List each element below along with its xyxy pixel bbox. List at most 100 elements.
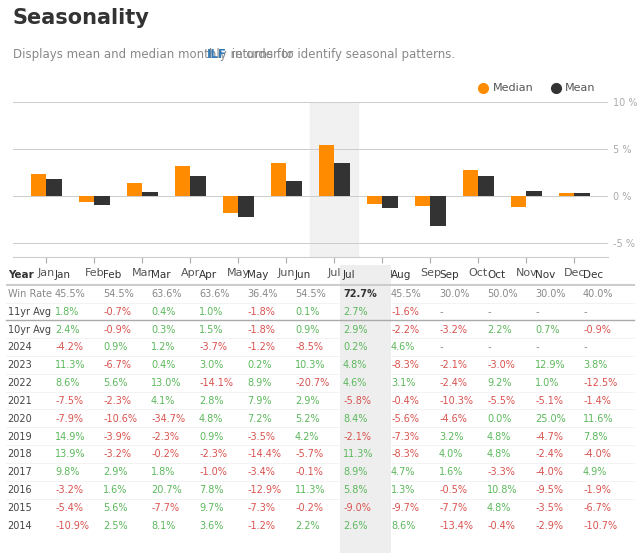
- Text: 4.1%: 4.1%: [151, 396, 175, 406]
- Text: 1.5%: 1.5%: [199, 325, 223, 335]
- Text: Mean: Mean: [565, 82, 596, 92]
- Text: -8.5%: -8.5%: [295, 342, 323, 352]
- Text: -5.7%: -5.7%: [295, 450, 323, 460]
- Text: 3.8%: 3.8%: [583, 361, 607, 371]
- Text: 4.2%: 4.2%: [295, 431, 319, 442]
- Text: 30.0%: 30.0%: [535, 289, 566, 299]
- Text: 25.0%: 25.0%: [535, 414, 566, 424]
- Text: -2.4%: -2.4%: [439, 378, 467, 388]
- Text: -5.6%: -5.6%: [391, 414, 419, 424]
- Text: -10.6%: -10.6%: [103, 414, 137, 424]
- Text: -9.5%: -9.5%: [535, 485, 563, 495]
- Text: -1.2%: -1.2%: [247, 521, 275, 531]
- Text: -: -: [535, 342, 538, 352]
- Text: 2.5%: 2.5%: [103, 521, 127, 531]
- Text: 4.6%: 4.6%: [391, 342, 415, 352]
- Text: 1.0%: 1.0%: [535, 378, 559, 388]
- Text: 0.0%: 0.0%: [487, 414, 511, 424]
- Text: -0.1%: -0.1%: [295, 467, 323, 477]
- Text: -3.9%: -3.9%: [103, 431, 131, 442]
- Text: 4.6%: 4.6%: [343, 378, 367, 388]
- Text: 2.9%: 2.9%: [103, 467, 127, 477]
- Text: -: -: [439, 342, 442, 352]
- Text: 45.5%: 45.5%: [391, 289, 422, 299]
- Text: 5.6%: 5.6%: [103, 503, 127, 513]
- Text: -0.4%: -0.4%: [391, 396, 419, 406]
- Bar: [175, 166, 191, 196]
- Text: 7.8%: 7.8%: [583, 431, 607, 442]
- Text: -1.6%: -1.6%: [391, 307, 419, 317]
- Text: 2020: 2020: [8, 414, 33, 424]
- Text: 0.1%: 0.1%: [295, 307, 319, 317]
- Text: -: -: [487, 342, 490, 352]
- Text: 2.8%: 2.8%: [199, 396, 223, 406]
- Bar: [47, 179, 62, 196]
- Text: 8.9%: 8.9%: [247, 378, 271, 388]
- Text: -0.7%: -0.7%: [103, 307, 131, 317]
- Bar: [430, 196, 446, 226]
- Text: 63.6%: 63.6%: [151, 289, 182, 299]
- Text: -14.4%: -14.4%: [247, 450, 281, 460]
- Bar: [310, 102, 358, 257]
- Text: 2021: 2021: [8, 396, 33, 406]
- Text: 2024: 2024: [8, 342, 33, 352]
- Text: -3.0%: -3.0%: [487, 361, 515, 371]
- Text: 5.2%: 5.2%: [295, 414, 319, 424]
- Text: -1.0%: -1.0%: [199, 467, 227, 477]
- Text: -: -: [583, 307, 586, 317]
- Text: 9.7%: 9.7%: [199, 503, 223, 513]
- Text: 11.3%: 11.3%: [343, 450, 374, 460]
- Text: 2.4%: 2.4%: [55, 325, 79, 335]
- Text: 1.0%: 1.0%: [199, 307, 223, 317]
- Text: Win Rate: Win Rate: [8, 289, 52, 299]
- Text: 54.5%: 54.5%: [295, 289, 326, 299]
- Text: 2.2%: 2.2%: [487, 325, 511, 335]
- Text: 0.3%: 0.3%: [151, 325, 175, 335]
- Bar: [271, 163, 287, 196]
- Text: 50.0%: 50.0%: [487, 289, 518, 299]
- Text: -7.9%: -7.9%: [55, 414, 83, 424]
- Text: -14.1%: -14.1%: [199, 378, 233, 388]
- Text: -0.5%: -0.5%: [439, 485, 467, 495]
- Text: 0.2%: 0.2%: [247, 361, 271, 371]
- Text: 45.5%: 45.5%: [55, 289, 86, 299]
- Bar: [335, 163, 350, 196]
- Bar: [340, 265, 391, 553]
- Text: 72.7%: 72.7%: [343, 289, 377, 299]
- Text: 2017: 2017: [8, 467, 33, 477]
- Text: 10yr Avg: 10yr Avg: [8, 325, 51, 335]
- Text: -4.0%: -4.0%: [583, 450, 611, 460]
- Bar: [575, 194, 590, 196]
- Text: -4.7%: -4.7%: [535, 431, 563, 442]
- Text: -20.7%: -20.7%: [295, 378, 330, 388]
- Text: -8.3%: -8.3%: [391, 450, 419, 460]
- Text: 3.2%: 3.2%: [439, 431, 463, 442]
- Text: -7.3%: -7.3%: [247, 503, 275, 513]
- Text: -3.2%: -3.2%: [103, 450, 131, 460]
- Text: 2022: 2022: [8, 378, 33, 388]
- Text: Sep: Sep: [439, 270, 459, 280]
- Text: -0.2%: -0.2%: [295, 503, 323, 513]
- Text: 3.6%: 3.6%: [199, 521, 223, 531]
- Text: 8.6%: 8.6%: [391, 521, 415, 531]
- Text: 54.5%: 54.5%: [103, 289, 134, 299]
- Text: -7.7%: -7.7%: [439, 503, 467, 513]
- Bar: [143, 192, 158, 196]
- Text: -5.4%: -5.4%: [55, 503, 83, 513]
- Text: 9.2%: 9.2%: [487, 378, 511, 388]
- Text: 0.9%: 0.9%: [103, 342, 127, 352]
- Text: 4.9%: 4.9%: [583, 467, 607, 477]
- Text: -8.3%: -8.3%: [391, 361, 419, 371]
- Text: 40.0%: 40.0%: [583, 289, 614, 299]
- Text: -: -: [535, 307, 538, 317]
- Text: 2018: 2018: [8, 450, 32, 460]
- Text: Aug: Aug: [391, 270, 412, 280]
- Text: -2.3%: -2.3%: [151, 431, 179, 442]
- Text: 8.6%: 8.6%: [55, 378, 79, 388]
- Bar: [95, 196, 110, 205]
- Text: 2.2%: 2.2%: [295, 521, 319, 531]
- Text: 5.8%: 5.8%: [343, 485, 367, 495]
- Text: 13.9%: 13.9%: [55, 450, 86, 460]
- Text: Feb: Feb: [103, 270, 122, 280]
- Text: -4.6%: -4.6%: [439, 414, 467, 424]
